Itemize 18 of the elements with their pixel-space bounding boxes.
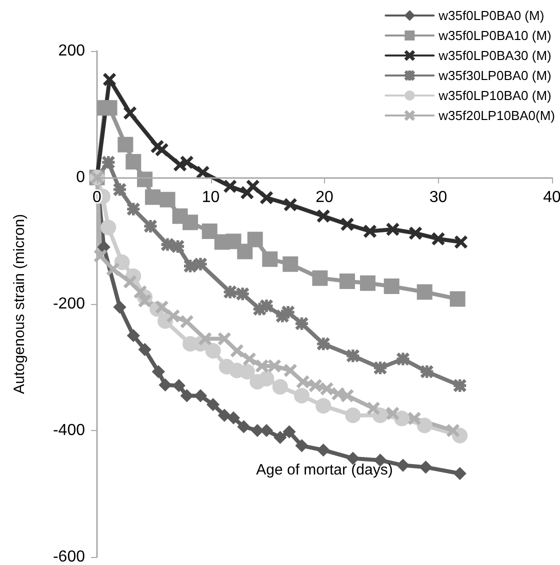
legend-label: w35f0LP10BA0 (M) [438, 88, 552, 103]
x-axis-title: Age of mortar (days) [256, 462, 393, 478]
legend-label: w35f0LP0BA30 (M) [438, 48, 552, 63]
y-tick-label: 200 [58, 42, 86, 60]
legend-label: w35f0LP0BA10 (M) [438, 28, 552, 43]
legend-label: w35f30LP0BA0 (M) [438, 68, 552, 83]
y-tick-label: -400 [52, 422, 86, 439]
y-tick-label: -600 [52, 548, 86, 565]
y-axis-title: Autogenous strain (micron) [11, 214, 28, 394]
legend-label: w35f0LP0BA0 (M) [438, 8, 544, 23]
x-tick-label: 10 [202, 189, 220, 206]
x-tick-label: 40 [543, 189, 560, 206]
legend-label: w35f20LP10BA0(M) [438, 108, 556, 123]
y-tick-label: -200 [52, 296, 86, 312]
x-tick-label: 30 [429, 189, 448, 206]
x-tick-label: 20 [316, 189, 334, 206]
x-tick-label: 0 [92, 189, 102, 206]
y-tick-label: 0 [76, 169, 86, 186]
